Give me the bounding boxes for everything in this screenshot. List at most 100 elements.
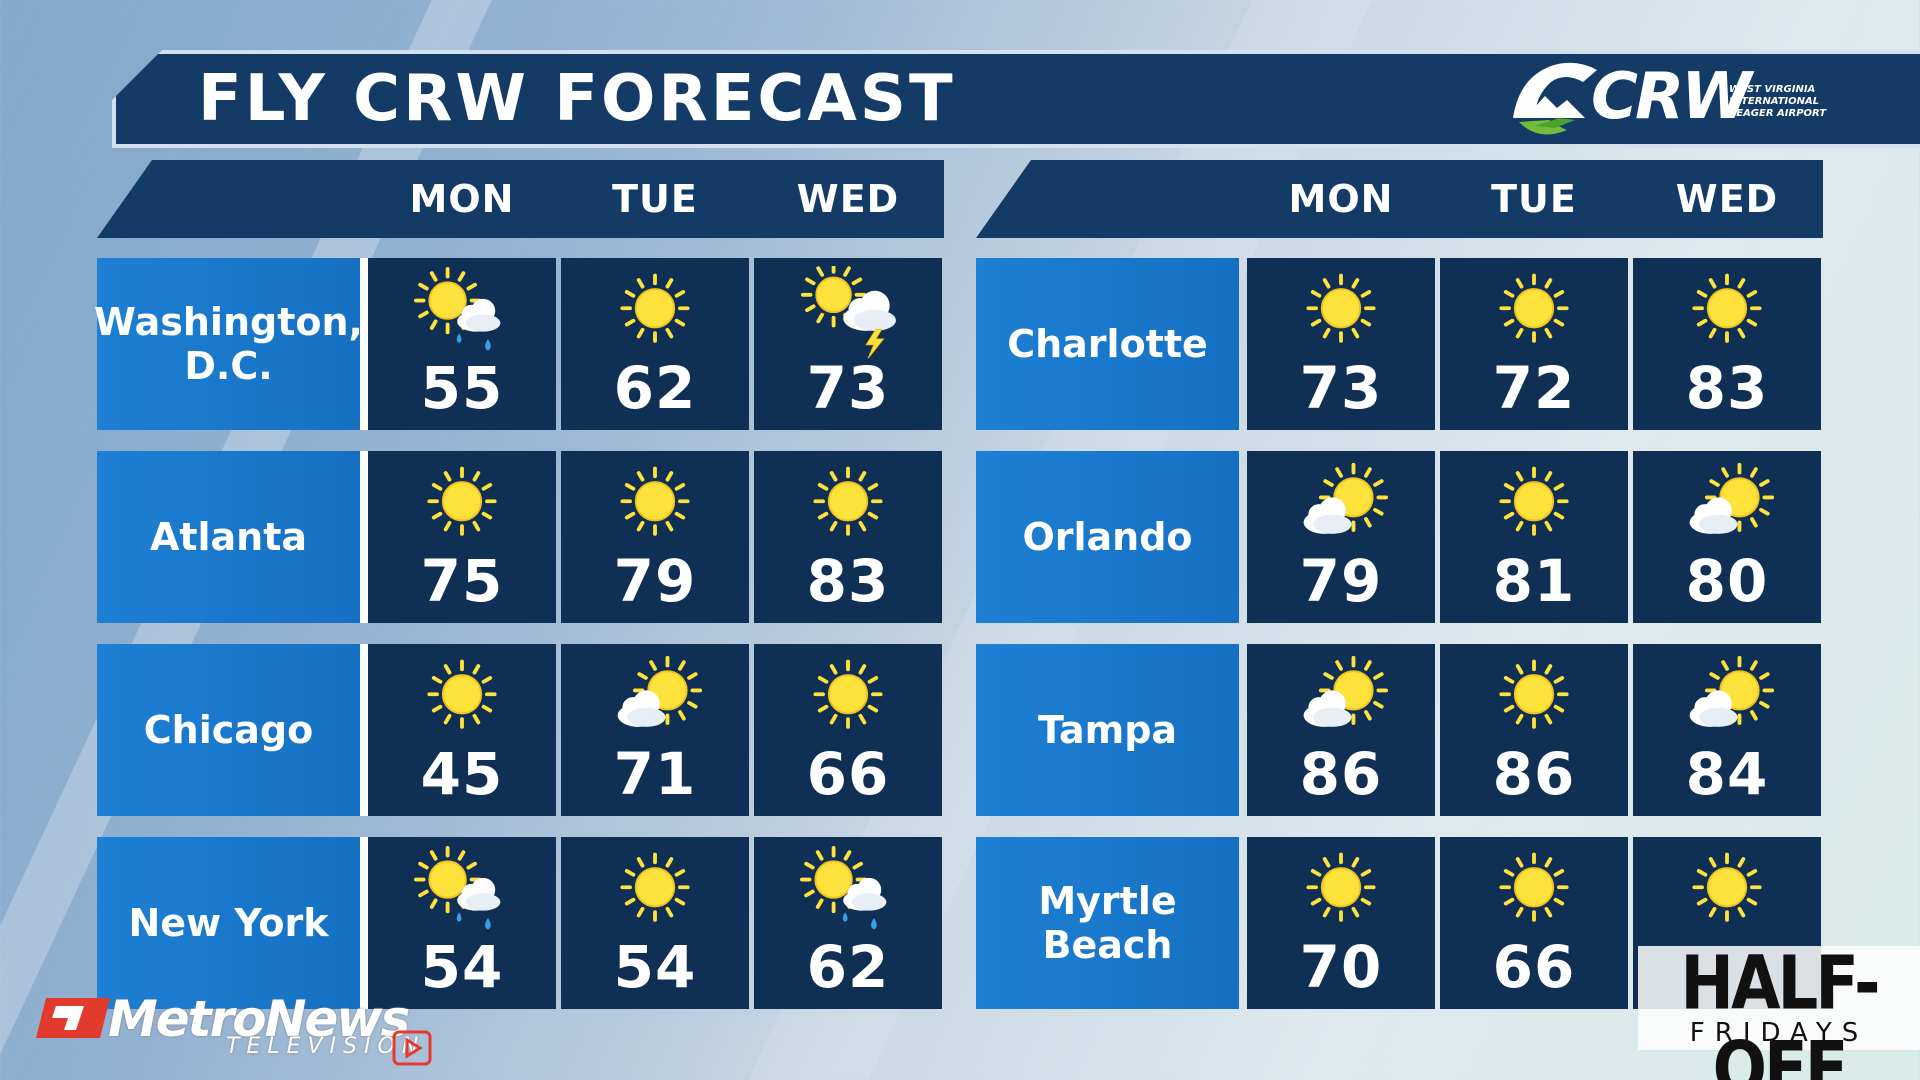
forecast-cell: 83	[1633, 258, 1821, 430]
sun-icon	[1692, 273, 1762, 343]
city-name: Charlotte	[976, 258, 1239, 430]
sun-cloud-rain-icon	[800, 845, 887, 930]
sun-icon	[620, 852, 690, 922]
airport-logo-subtitle-line: YEAGER AIRPORT	[1729, 108, 1827, 119]
day-label-wed: WED	[796, 177, 900, 221]
forecast-cell: 73	[1247, 258, 1435, 430]
forecast-cell: 79	[561, 451, 749, 623]
day-label-mon: MON	[1288, 177, 1394, 221]
temperature-value: 79	[1299, 547, 1383, 615]
sun-icon	[1499, 273, 1569, 343]
forecast-cell: 71	[561, 644, 749, 816]
partly-cloudy-icon	[1689, 462, 1775, 534]
temperature-value: 66	[806, 740, 890, 808]
sun-cloud-rain-icon	[414, 266, 501, 351]
sun-icon	[813, 659, 883, 729]
sun-cloud-thunder-icon	[800, 266, 896, 359]
temperature-value: 54	[613, 933, 697, 1001]
temperature-value: 84	[1685, 740, 1769, 808]
forecast-row: Orlando 79 81 80	[976, 451, 1823, 623]
temperature-value: 55	[420, 354, 504, 422]
day-label-tue: TUE	[1491, 177, 1577, 221]
airport-logo-subtitle: WEST VIRGINIA INTERNATIONAL YEAGER AIRPO…	[1729, 84, 1839, 120]
forecast-row: Tampa 86 86 84	[976, 644, 1823, 816]
day-header	[97, 160, 944, 238]
forecast-cell: 54	[368, 837, 556, 1009]
page-title: FLY CRW FORECAST	[198, 62, 956, 136]
forecast-cell: 54	[561, 837, 749, 1009]
day-label-mon: MON	[409, 177, 515, 221]
temperature-value: 81	[1492, 547, 1576, 615]
sun-icon	[1306, 273, 1376, 343]
forecast-cell: 84	[1633, 644, 1821, 816]
temperature-value: 79	[613, 547, 697, 615]
sun-cloud-rain-icon	[414, 845, 501, 930]
city-name: Washington, D.C.	[94, 258, 368, 430]
half-off-fridays-promo: HALF-OFF FRIDAYS	[1638, 942, 1920, 1080]
city-name: Atlanta	[97, 451, 368, 623]
temperature-value: 54	[420, 933, 504, 1001]
city-name: Myrtle Beach	[976, 837, 1239, 1009]
play-icon	[392, 1030, 432, 1066]
temperature-value: 73	[806, 354, 890, 422]
sun-icon	[813, 466, 883, 536]
forecast-row: Chicago 45 71 66	[97, 644, 944, 816]
forecast-cell: 66	[754, 644, 942, 816]
airport-logo-subtitle-line: INTERNATIONAL	[1729, 96, 1820, 107]
promo-main: HALF-OFF	[1680, 942, 1880, 1080]
forecast-cell: 83	[754, 451, 942, 623]
airport-logo-brand: CRW	[1591, 60, 1752, 134]
temperature-value: 80	[1685, 547, 1769, 615]
city-name: Tampa	[976, 644, 1239, 816]
forecast-cell: 86	[1247, 644, 1435, 816]
temperature-value: 70	[1299, 933, 1383, 1001]
temperature-value: 71	[613, 740, 697, 808]
metronews-sub: TELEVISION	[226, 1034, 426, 1059]
metronews-brand: MetroNews	[108, 990, 410, 1048]
city-name: New York	[97, 837, 368, 1009]
promo-sub: FRIDAYS	[1689, 1018, 1869, 1048]
temperature-value: 62	[613, 354, 697, 422]
temperature-value: 66	[1492, 933, 1576, 1001]
sun-icon	[427, 659, 497, 729]
metronews-logo: MetroNews TELEVISION	[36, 990, 446, 1072]
title-bar	[112, 50, 1920, 148]
forecast-cell: 81	[1440, 451, 1628, 623]
sun-icon	[1499, 466, 1569, 536]
forecast-cell: 75	[368, 451, 556, 623]
city-name: Orlando	[976, 451, 1239, 623]
temperature-value: 83	[806, 547, 890, 615]
sun-icon	[620, 273, 690, 343]
metronews-logo-icon	[36, 998, 110, 1038]
sun-icon	[1499, 852, 1569, 922]
forecast-cell: 70	[1247, 837, 1435, 1009]
forecast-row: Charlotte 73 72 83	[976, 258, 1823, 430]
temperature-value: 86	[1299, 740, 1383, 808]
partly-cloudy-icon	[1303, 462, 1389, 534]
mountain-plane-logo-icon	[1513, 62, 1597, 135]
temperature-value: 86	[1492, 740, 1576, 808]
forecast-cell: 72	[1440, 258, 1628, 430]
airport-logo: CRW WEST VIRGINIA INTERNATIONAL YEAGER A…	[1505, 56, 1826, 142]
temperature-value: 83	[1685, 354, 1769, 422]
forecast-cell: 86	[1440, 644, 1628, 816]
temperature-value: 45	[420, 740, 504, 808]
forecast-cell: 55	[368, 258, 556, 430]
forecast-cell: 80	[1633, 451, 1821, 623]
forecast-cell: 45	[368, 644, 556, 816]
forecast-cell: 79	[1247, 451, 1435, 623]
sun-icon	[620, 466, 690, 536]
temperature-value: 73	[1299, 354, 1383, 422]
sun-icon	[1692, 852, 1762, 922]
temperature-value: 62	[806, 933, 890, 1001]
sun-icon	[1499, 659, 1569, 729]
sun-icon	[427, 466, 497, 536]
forecast-row: Washington, D.C. 55 62 73	[94, 258, 944, 430]
airport-logo-subtitle-line: WEST VIRGINIA	[1729, 84, 1816, 95]
partly-cloudy-icon	[617, 655, 703, 727]
day-label-wed: WED	[1675, 177, 1779, 221]
partly-cloudy-icon	[1689, 655, 1775, 727]
partly-cloudy-icon	[1303, 655, 1389, 727]
forecast-row: Atlanta 75 79 83	[97, 451, 944, 623]
forecast-cell: 66	[1440, 837, 1628, 1009]
